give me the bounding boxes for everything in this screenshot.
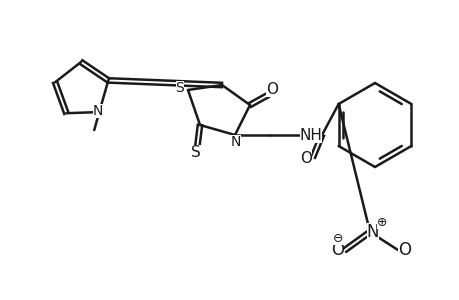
- Text: O: O: [299, 151, 311, 166]
- Text: O: O: [331, 241, 344, 259]
- Text: N: N: [230, 135, 241, 149]
- Text: ⊕: ⊕: [376, 215, 386, 229]
- Text: N: N: [366, 223, 378, 241]
- Text: N: N: [93, 104, 103, 118]
- Text: O: O: [397, 241, 411, 259]
- Text: S: S: [175, 81, 184, 95]
- Text: O: O: [265, 82, 277, 97]
- Text: NH: NH: [299, 128, 322, 142]
- Text: S: S: [190, 145, 201, 160]
- Text: ⊖: ⊖: [332, 232, 342, 244]
